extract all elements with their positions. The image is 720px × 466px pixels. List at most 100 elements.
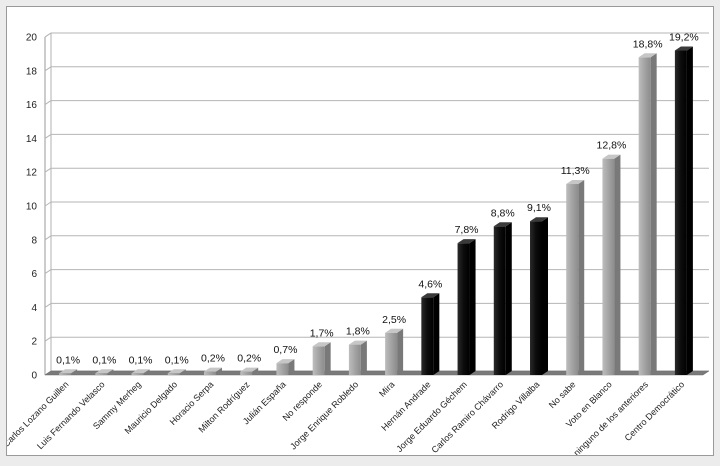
gridline-diagonal [44, 66, 52, 72]
bar-side [360, 340, 367, 375]
category-label: Mira [377, 379, 396, 398]
data-label: 0,1% [165, 354, 189, 366]
bar-side [542, 217, 548, 375]
data-label: 1,7% [310, 327, 334, 339]
bar-top [276, 359, 295, 364]
bar [276, 359, 295, 375]
bar-front [204, 371, 216, 375]
bar-side [71, 369, 78, 375]
category-label: Carlos Ramiro Chávarro [430, 379, 506, 455]
bar [385, 328, 404, 375]
bar [493, 222, 512, 375]
bar [566, 180, 585, 375]
data-label: 1,8% [346, 326, 370, 338]
bar [530, 217, 548, 375]
gridline-diagonal [44, 302, 52, 308]
bar [421, 293, 440, 375]
bar-side [288, 359, 295, 375]
bar-front [276, 363, 289, 375]
bar-front [167, 373, 180, 375]
bar-top [167, 369, 186, 374]
bar-top [638, 53, 657, 58]
data-label: 7,8% [455, 224, 479, 236]
bar [312, 342, 331, 375]
category-label: Luis Fernando Velasco [35, 379, 107, 451]
gridline-diagonal [44, 201, 52, 207]
category-label: No sabe [547, 379, 578, 410]
bar-side [179, 369, 186, 375]
gridline-diagonal [44, 269, 52, 275]
data-label: 12,8% [597, 140, 627, 152]
bar-side [433, 293, 440, 375]
bar-top [204, 367, 222, 372]
data-label: 4,6% [418, 278, 442, 290]
bar-side [252, 367, 259, 375]
y-tick-label: 4 [31, 303, 37, 314]
bar [602, 154, 621, 375]
bar-side [614, 154, 621, 375]
gridline-diagonal [44, 235, 52, 241]
bar-side [107, 369, 114, 375]
y-tick-label: 18 [26, 66, 38, 77]
data-label: 8,8% [491, 207, 515, 219]
y-tick-label: 12 [26, 168, 38, 179]
bar-front [602, 158, 615, 375]
bar-front [131, 373, 144, 375]
bar-chart: 0 2 4 6 8 10 12 14 16 18 20 0,1% Carlos Lozano Guil… [7, 32, 710, 455]
data-label: 2,5% [382, 314, 406, 326]
bar-top [385, 328, 404, 333]
data-label: 0,7% [273, 344, 297, 356]
bar-front [95, 373, 108, 375]
bars-layer [59, 46, 693, 376]
bar-front [385, 332, 398, 375]
data-label: 0,2% [201, 353, 225, 365]
gridline-diagonal [44, 167, 52, 173]
y-tick-label: 2 [31, 337, 37, 348]
bar-front [421, 297, 434, 375]
bar-top [421, 293, 440, 298]
data-label: 9,1% [527, 202, 551, 214]
bar [59, 369, 78, 375]
bar-top [348, 340, 367, 345]
bar [95, 369, 114, 375]
y-tick-label: 8 [31, 235, 37, 246]
data-label: 0,2% [237, 353, 261, 365]
data-label: 19,2% [669, 32, 699, 44]
bar-front [348, 344, 361, 375]
data-label: 0,1% [92, 354, 116, 366]
bar-top [240, 367, 259, 372]
bar [638, 53, 657, 375]
bar [204, 367, 222, 375]
y-tick-label: 6 [31, 269, 37, 280]
bar [240, 367, 259, 375]
y-tick-label: 10 [26, 202, 38, 213]
bar-side [216, 367, 222, 375]
bar-top [493, 222, 512, 227]
bar-front [493, 226, 506, 375]
bar-front [530, 221, 542, 375]
bar-side [650, 53, 657, 375]
y-tick-label: 20 [26, 33, 38, 44]
data-label: 0,1% [129, 354, 153, 366]
chart-frame: 0 2 4 6 8 10 12 14 16 18 20 0,1% Carlos Lozano Guil… [6, 6, 714, 456]
gridline-diagonal [44, 32, 52, 38]
bar-side [397, 328, 404, 375]
gridline-diagonal [44, 100, 52, 106]
bar-top [566, 180, 585, 185]
data-label: 18,8% [633, 38, 663, 50]
bar-side [505, 222, 512, 375]
y-tick-label: 14 [26, 134, 38, 145]
data-label: 11,3% [561, 165, 590, 177]
bar [674, 46, 693, 376]
bar-front [59, 373, 72, 375]
bar-front [457, 243, 470, 375]
bar-front [312, 346, 325, 375]
bar-side [578, 180, 585, 375]
bar-top [602, 154, 621, 159]
category-label: Jorge Eduardo Géchem [394, 379, 469, 454]
bar-front [638, 57, 651, 375]
bar-side [469, 239, 476, 375]
bar-front [240, 371, 253, 375]
y-tick-label: 0 [31, 371, 37, 382]
labels-layer: 0,1% Carlos Lozano Guillen 0,1% Luis Fernan… [7, 32, 699, 455]
